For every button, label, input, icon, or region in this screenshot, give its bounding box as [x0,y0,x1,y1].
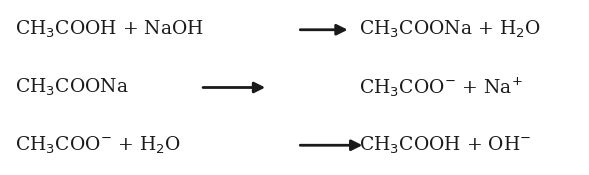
Text: CH$_3$COO$^{-}$ + H$_2$O: CH$_3$COO$^{-}$ + H$_2$O [15,135,181,156]
Text: CH$_3$COO$^{-}$ + Na$^{+}$: CH$_3$COO$^{-}$ + Na$^{+}$ [359,76,523,99]
Text: CH$_3$COONa + H$_2$O: CH$_3$COONa + H$_2$O [359,19,541,40]
Text: CH$_3$COOH + NaOH: CH$_3$COOH + NaOH [15,19,204,40]
Text: CH$_3$COOH + OH$^{-}$: CH$_3$COOH + OH$^{-}$ [359,135,532,156]
Text: CH$_3$COONa: CH$_3$COONa [15,77,128,98]
